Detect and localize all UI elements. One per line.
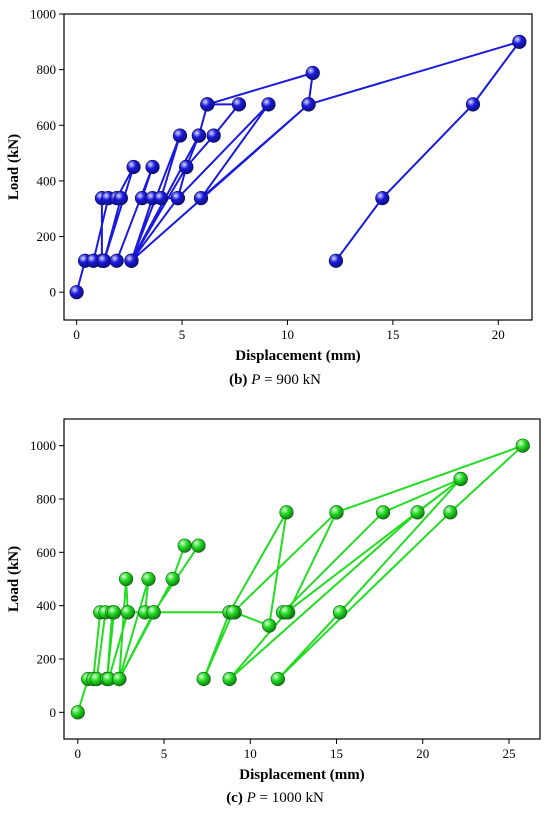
data-point (69, 285, 84, 300)
data-point (165, 571, 180, 587)
data-point (112, 671, 127, 687)
data-point (279, 505, 294, 520)
x-tick-label: 0 (75, 746, 82, 761)
data-point (120, 605, 135, 620)
data-point (170, 191, 185, 206)
data-point (109, 253, 124, 268)
caption-c-value: = 1000 kN (259, 790, 324, 806)
data-point (332, 605, 348, 620)
data-point (465, 97, 481, 112)
x-tick-label: 20 (416, 746, 429, 761)
caption-c-label: (c) (226, 790, 243, 806)
data-point (191, 538, 206, 553)
y-tick-label: 0 (50, 705, 57, 720)
data-point (113, 191, 129, 206)
x-tick-label: 15 (386, 327, 399, 342)
x-tick-label: 10 (244, 746, 257, 761)
y-tick-label: 0 (50, 285, 57, 300)
chart-panel-c: 0 5 10 15 20 25 0 200 400 600 800 1000 Displacement … (0, 408, 550, 816)
x-tick-label: 5 (161, 746, 168, 761)
data-point (329, 505, 344, 520)
data-point (453, 471, 468, 487)
y-tick-label: 600 (37, 545, 57, 560)
series-line (75, 40, 521, 293)
data-point (328, 253, 344, 268)
x-tick-label: 25 (502, 746, 515, 761)
data-point (145, 159, 160, 175)
data-point (512, 34, 527, 49)
caption-c: (c) P = 1000 kN (0, 790, 550, 807)
x-axis-title: Displacement (mm) (239, 767, 364, 783)
y-tick-label: 800 (37, 62, 57, 77)
data-point (231, 97, 247, 112)
data-point (261, 97, 276, 112)
x-tick-label: 0 (73, 327, 80, 342)
data-point (222, 671, 237, 687)
chart-panel-b: 0 5 10 15 20 0 200 400 600 800 1000 Displacement (m… (0, 0, 550, 400)
y-tick-label: 1000 (30, 438, 56, 453)
x-tick-label: 15 (330, 746, 343, 761)
y-tick-label: 1000 (30, 7, 56, 22)
y-tick-label: 800 (37, 492, 57, 507)
caption-b-value: = 900 kN (264, 372, 321, 388)
y-tick-label: 200 (37, 229, 57, 244)
data-point (305, 65, 320, 81)
caption-b-label: (b) (229, 372, 248, 388)
data-point (118, 571, 134, 587)
y-axis-title: Load (kN) (6, 134, 22, 200)
data-point (225, 605, 241, 620)
x-tick-label: 20 (492, 327, 505, 342)
caption-c-variable: P (246, 790, 256, 806)
y-axis-title: Load (kN) (6, 546, 22, 612)
y-tick-label: 200 (37, 652, 57, 667)
data-point (70, 705, 85, 720)
data-point (443, 505, 458, 520)
data-point (126, 159, 141, 175)
data-point (191, 128, 207, 143)
data-point (375, 505, 391, 520)
data-point (106, 605, 122, 620)
data-point (141, 571, 156, 587)
y-tick-label: 600 (37, 118, 57, 133)
data-point (177, 538, 192, 553)
y-tick-label: 400 (37, 598, 57, 613)
data-point (196, 671, 211, 687)
data-point (172, 128, 188, 143)
x-axis-title: Displacement (mm) (235, 348, 360, 364)
chart-c: 0 5 10 15 20 25 0 200 400 600 800 1000 Displacement … (6, 418, 541, 783)
data-point (515, 438, 530, 453)
data-point (206, 128, 221, 143)
data-point (301, 97, 316, 112)
data-point (270, 671, 285, 687)
data-point (193, 191, 209, 206)
data-point (124, 253, 139, 268)
data-point (179, 159, 194, 175)
y-tick-label: 400 (37, 173, 57, 188)
data-point (153, 191, 169, 206)
data-point (200, 97, 215, 112)
caption-b-variable: P (251, 372, 261, 388)
data-point (146, 605, 161, 620)
data-point (96, 253, 112, 268)
data-point (375, 191, 390, 206)
x-tick-label: 10 (281, 327, 294, 342)
x-tick-label: 5 (179, 327, 186, 342)
data-point (262, 618, 277, 633)
plot-frame (63, 13, 533, 321)
plot-frame (63, 418, 541, 740)
caption-b: (b) P = 900 kN (0, 372, 550, 389)
data-point (279, 605, 294, 620)
data-point (410, 505, 425, 520)
